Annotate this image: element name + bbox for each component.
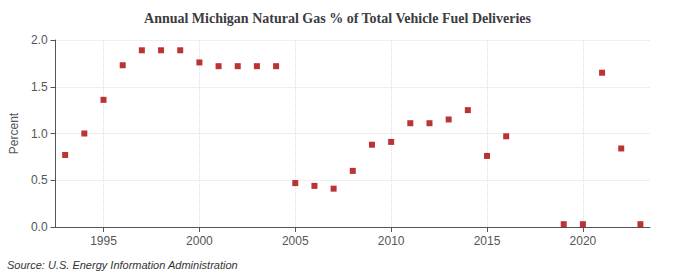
svg-text:Source: U.S. Energy Informatio: Source: U.S. Energy Information Administ…	[7, 259, 238, 271]
svg-text:2020: 2020	[570, 234, 597, 248]
svg-text:1.5: 1.5	[31, 80, 48, 94]
svg-text:2.0: 2.0	[31, 33, 48, 47]
svg-text:Annual Michigan Natural Gas %: Annual Michigan Natural Gas % of Total V…	[144, 11, 532, 26]
svg-text:2010: 2010	[378, 234, 405, 248]
svg-text:2015: 2015	[474, 234, 501, 248]
svg-text:0.0: 0.0	[31, 220, 48, 234]
svg-text:2005: 2005	[282, 234, 309, 248]
svg-text:1.0: 1.0	[31, 127, 48, 141]
svg-text:1995: 1995	[90, 234, 117, 248]
svg-text:2000: 2000	[186, 234, 213, 248]
svg-text:Percent: Percent	[7, 112, 21, 154]
svg-text:0.5: 0.5	[31, 173, 48, 187]
